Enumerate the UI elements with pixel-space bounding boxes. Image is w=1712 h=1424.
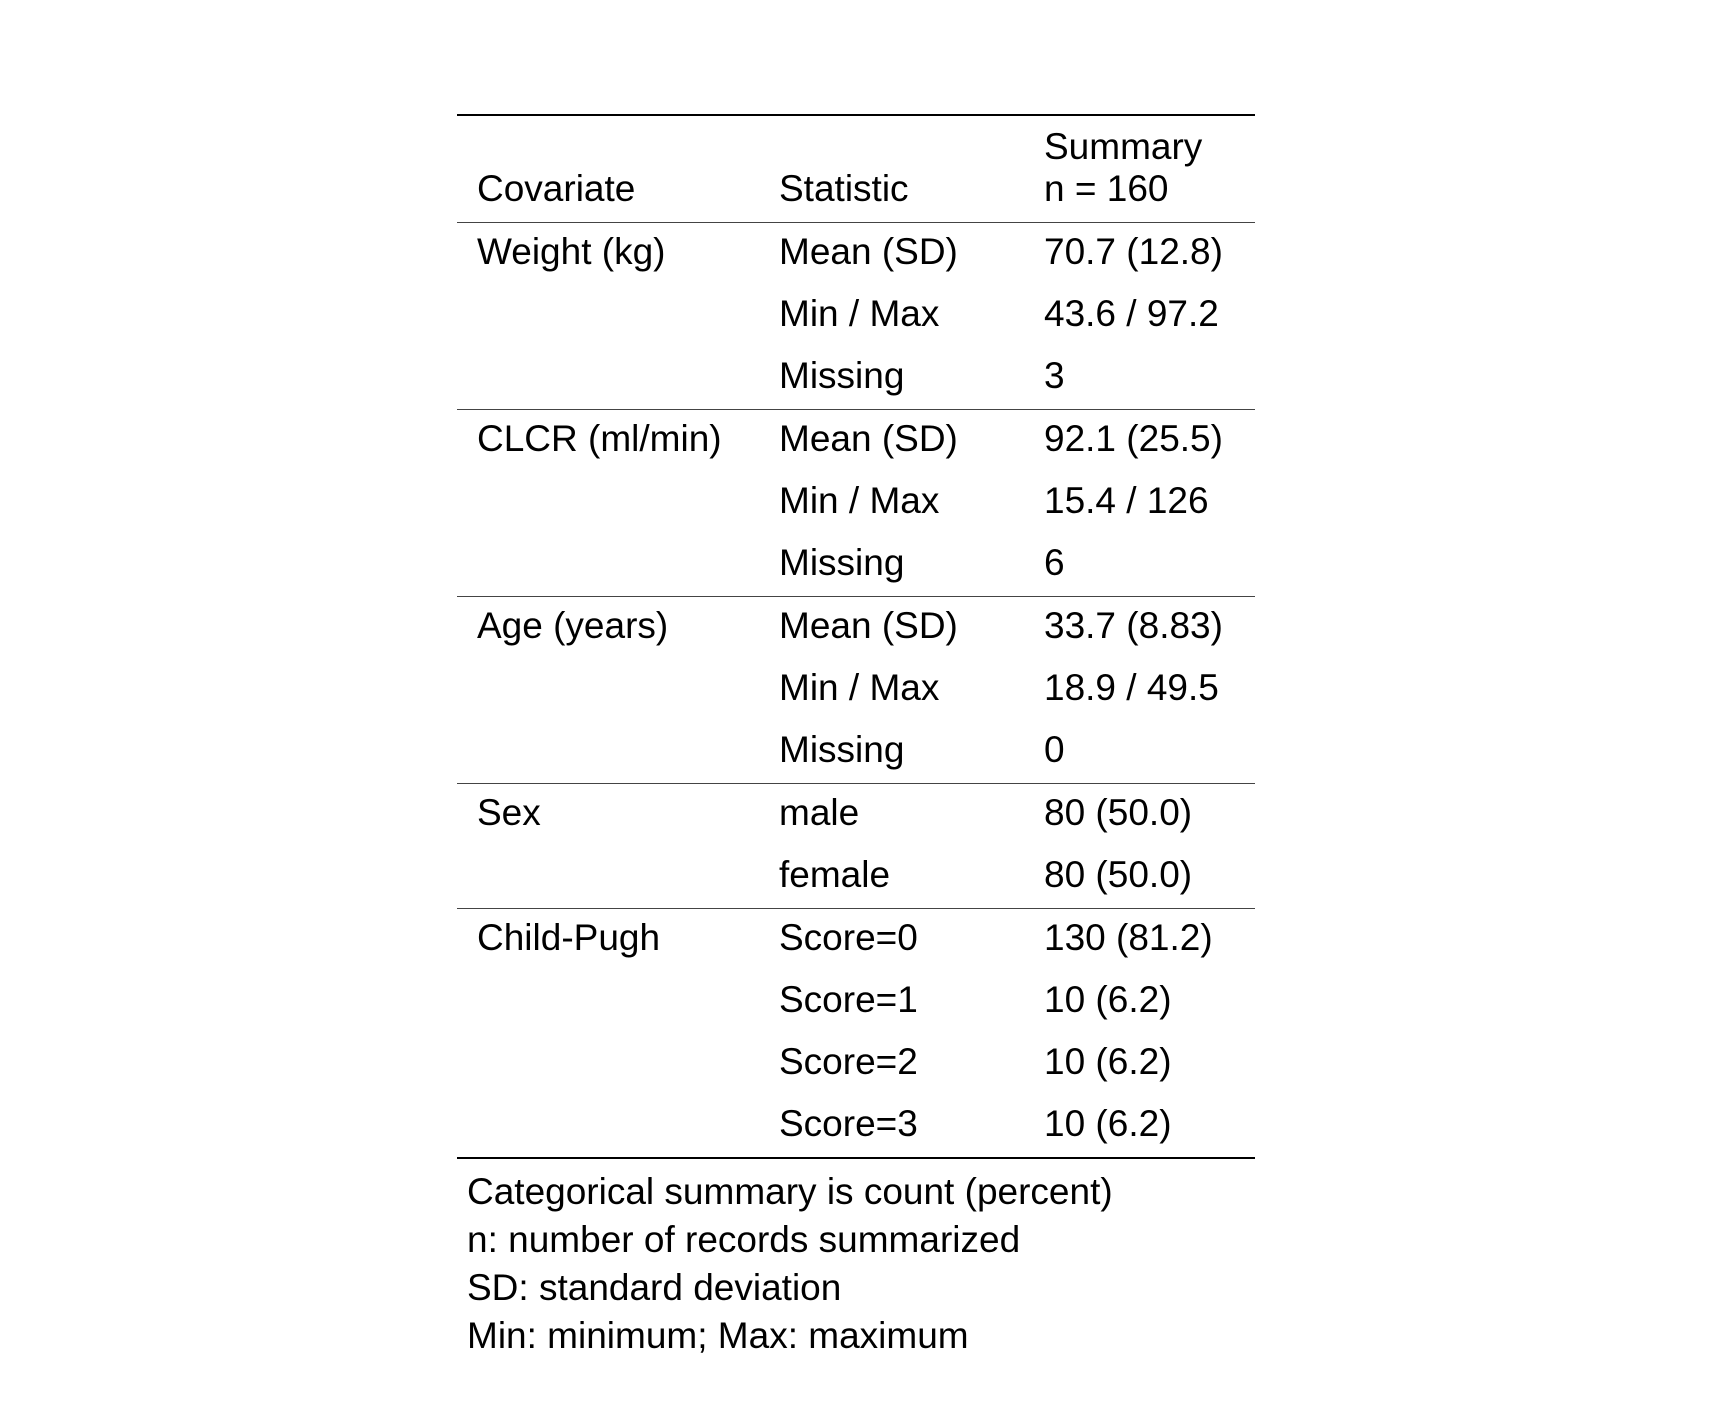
summary-value: 3 xyxy=(1044,355,1065,396)
table-row: Min / Max 15.4 / 126 xyxy=(457,472,1255,534)
statistic-label: Score=1 xyxy=(779,979,918,1020)
statistic-label: Mean (SD) xyxy=(779,605,958,646)
summary-value: 70.7 (12.8) xyxy=(1044,231,1223,272)
covariate-group-age: Age (years) Mean (SD) 33.7 (8.83) Min / … xyxy=(457,597,1255,784)
summary-value: 0 xyxy=(1044,729,1065,770)
summary-value: 10 (6.2) xyxy=(1044,1103,1172,1144)
statistic-label: female xyxy=(779,854,891,895)
covariate-group-clcr: CLCR (ml/min) Mean (SD) 92.1 (25.5) Min … xyxy=(457,410,1255,597)
covariate-group-sex: Sex male 80 (50.0) female 80 (50.0) xyxy=(457,784,1255,909)
footnote-categorical: Categorical summary is count (percent) xyxy=(467,1171,1113,1212)
header-summary-n: n = 160 xyxy=(1044,168,1169,209)
summary-value: 18.9 / 49.5 xyxy=(1044,667,1219,708)
table-row: female 80 (50.0) xyxy=(457,846,1255,908)
header-covariate: Covariate xyxy=(477,168,636,209)
statistic-label: Min / Max xyxy=(779,667,940,708)
covariate-label: Sex xyxy=(477,792,541,833)
table-row: Missing 3 xyxy=(457,347,1255,409)
table-row: CLCR (ml/min) Mean (SD) 92.1 (25.5) xyxy=(457,410,1255,472)
statistic-label: male xyxy=(779,792,860,833)
footnote-min-max: Min: minimum; Max: maximum xyxy=(467,1315,969,1356)
statistic-label: Mean (SD) xyxy=(779,418,958,459)
summary-value: 6 xyxy=(1044,542,1065,583)
table-footnotes: Categorical summary is count (percent) n… xyxy=(467,1168,1113,1360)
covariate-summary-table: Covariate Statistic Summary n = 160 Weig… xyxy=(457,114,1255,1159)
statistic-label: Missing xyxy=(779,355,905,396)
summary-value: 33.7 (8.83) xyxy=(1044,605,1223,646)
footnote-n: n: number of records summarized xyxy=(467,1219,1021,1260)
table-row: Child-Pugh Score=0 130 (81.2) xyxy=(457,909,1255,971)
summary-value: 130 (81.2) xyxy=(1044,917,1213,958)
table-row: Score=2 10 (6.2) xyxy=(457,1033,1255,1095)
summary-value: 15.4 / 126 xyxy=(1044,480,1209,521)
summary-value: 43.6 / 97.2 xyxy=(1044,293,1219,334)
statistic-label: Min / Max xyxy=(779,480,940,521)
covariate-label: Weight (kg) xyxy=(477,231,666,272)
statistic-label: Score=0 xyxy=(779,917,918,958)
covariate-label: CLCR (ml/min) xyxy=(477,418,722,459)
footnote-sd: SD: standard deviation xyxy=(467,1267,842,1308)
table-row: Min / Max 18.9 / 49.5 xyxy=(457,659,1255,721)
table-row: Missing 0 xyxy=(457,721,1255,783)
summary-value: 80 (50.0) xyxy=(1044,854,1193,895)
covariate-group-child-pugh: Child-Pugh Score=0 130 (81.2) Score=1 10… xyxy=(457,909,1255,1159)
table-row: Age (years) Mean (SD) 33.7 (8.83) xyxy=(457,597,1255,659)
table-row: Score=3 10 (6.2) xyxy=(457,1095,1255,1157)
statistic-label: Missing xyxy=(779,729,905,770)
statistic-label: Missing xyxy=(779,542,905,583)
summary-value: 80 (50.0) xyxy=(1044,792,1193,833)
statistic-label: Score=2 xyxy=(779,1041,918,1082)
table-top-rule xyxy=(457,114,1255,116)
table-row: Sex male 80 (50.0) xyxy=(457,784,1255,846)
table-row: Weight (kg) Mean (SD) 70.7 (12.8) xyxy=(457,223,1255,285)
covariate-group-weight: Weight (kg) Mean (SD) 70.7 (12.8) Min / … xyxy=(457,223,1255,410)
table-header: Covariate Statistic Summary n = 160 xyxy=(457,116,1255,223)
table-row: Missing 6 xyxy=(457,534,1255,596)
header-summary-title: Summary xyxy=(1044,126,1203,167)
summary-value: 10 (6.2) xyxy=(1044,1041,1172,1082)
header-statistic: Statistic xyxy=(779,168,909,209)
summary-value: 92.1 (25.5) xyxy=(1044,418,1223,459)
table-row: Min / Max 43.6 / 97.2 xyxy=(457,285,1255,347)
table-row: Score=1 10 (6.2) xyxy=(457,971,1255,1033)
covariate-label: Age (years) xyxy=(477,605,669,646)
covariate-label: Child-Pugh xyxy=(477,917,661,958)
statistic-label: Mean (SD) xyxy=(779,231,958,272)
summary-value: 10 (6.2) xyxy=(1044,979,1172,1020)
statistic-label: Score=3 xyxy=(779,1103,918,1144)
statistic-label: Min / Max xyxy=(779,293,940,334)
